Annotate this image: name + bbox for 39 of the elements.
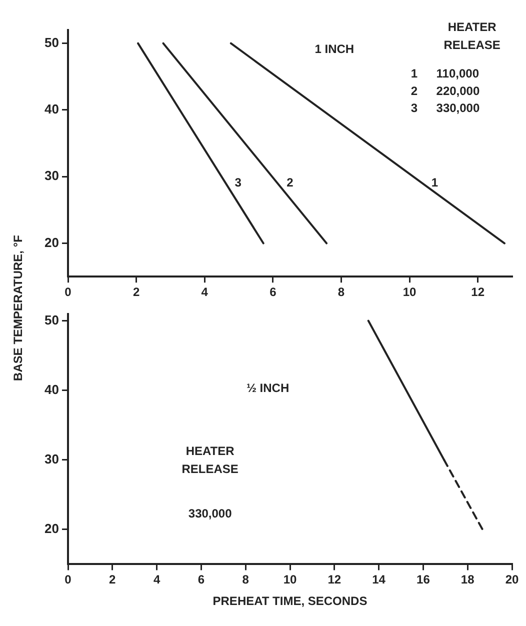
annotation: HEATER RELEASE xyxy=(444,20,500,52)
y-tick-label: 50 xyxy=(44,34,59,50)
text: 1 110,000 xyxy=(410,66,479,81)
x-axis-title: PREHEAT TIME, SECONDS xyxy=(212,594,368,608)
annotation: ½ INCH xyxy=(246,381,290,396)
x-tick-label: 18 xyxy=(460,572,475,587)
x-tick-label: 20 xyxy=(505,572,519,587)
series-label: 1 xyxy=(431,176,438,190)
x-tick-label: 10 xyxy=(283,572,297,587)
y-axis-title: BASE TEMPERATURE, °F xyxy=(11,235,26,381)
x-tick-label: 8 xyxy=(338,285,345,300)
y-tick-label: 50 xyxy=(44,312,59,328)
x-tick-label: 4 xyxy=(153,572,160,587)
x-tick-label: 6 xyxy=(270,285,277,300)
annotation: HEATER RELEASE xyxy=(182,444,238,476)
y-tick-label: 30 xyxy=(44,168,59,184)
x-tick-label: 12 xyxy=(328,572,342,587)
series-label: 3 xyxy=(234,176,242,190)
x-tick-label: 12 xyxy=(471,285,485,300)
x-tick-label: 0 xyxy=(64,285,72,300)
x-tick-label: 4 xyxy=(201,285,208,300)
y-tick-label: 20 xyxy=(44,234,59,250)
annotation: 330,000 xyxy=(188,506,232,520)
text: 3 330,000 xyxy=(410,101,480,116)
y-tick-label: 30 xyxy=(44,451,59,466)
text: 2 220,000 xyxy=(410,84,480,98)
y-tick-label: 40 xyxy=(44,382,59,397)
y-tick-label: 20 xyxy=(44,521,59,536)
y-tick-label: 40 xyxy=(44,102,59,117)
x-tick-label: 10 xyxy=(402,285,417,300)
x-tick-label: 0 xyxy=(64,572,72,587)
x-tick-label: 16 xyxy=(416,572,430,587)
annotation: 1 INCH xyxy=(314,42,354,56)
x-tick-label: 8 xyxy=(242,572,250,587)
x-tick-label: 6 xyxy=(198,572,205,587)
x-tick-label: 14 xyxy=(372,572,386,587)
x-tick-label: 2 xyxy=(132,285,140,300)
x-tick-label: 2 xyxy=(109,572,116,587)
series-label: 2 xyxy=(286,176,294,190)
